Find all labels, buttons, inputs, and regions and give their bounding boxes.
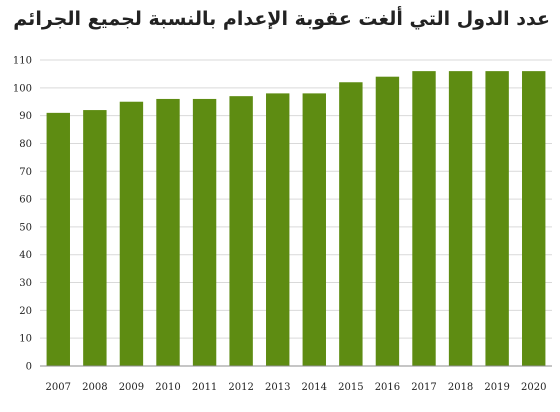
x-tick-label: 2019 [484, 382, 509, 393]
chart-title: عدد الدول التي ألغت عقوبة الإعدام بالنسب… [13, 8, 550, 30]
y-tick-label: 10 [19, 334, 32, 345]
bar-2017 [412, 71, 436, 367]
bar-2012 [229, 96, 253, 366]
x-tick-label: 2008 [82, 382, 107, 393]
x-tick-label: 2009 [119, 382, 144, 393]
bar-2014 [302, 93, 326, 366]
y-tick-label: 80 [19, 139, 32, 150]
bar-2015 [339, 82, 363, 366]
y-tick-label: 0 [26, 362, 32, 373]
y-tick-label: 60 [19, 195, 32, 206]
x-tick-label: 2011 [192, 382, 217, 393]
y-tick-label: 50 [19, 222, 32, 233]
x-tick-label: 2014 [302, 382, 327, 393]
y-tick-label: 30 [19, 278, 32, 289]
x-tick-label: 2007 [46, 382, 71, 393]
bar-2013 [266, 93, 290, 366]
y-tick-label: 20 [19, 306, 32, 317]
x-tick-label: 2010 [155, 382, 180, 393]
x-tick-label: 2020 [521, 382, 546, 393]
bar-2008 [83, 110, 107, 366]
bar-2011 [192, 98, 217, 366]
x-tick-label: 2018 [448, 382, 473, 393]
bar-2019 [485, 71, 509, 367]
bar-2018 [448, 71, 473, 367]
x-tick-label: 2013 [265, 382, 290, 393]
y-tick-label: 90 [19, 111, 32, 122]
bar-2007 [46, 112, 70, 366]
x-tick-label: 2017 [411, 382, 436, 393]
x-tick-label: 2012 [228, 382, 253, 393]
bar-2016 [375, 76, 400, 366]
bar-2020 [522, 71, 546, 367]
bar-2009 [119, 101, 144, 367]
bar-2010 [156, 98, 180, 366]
x-tick-label: 2016 [375, 382, 400, 393]
x-tick-label: 2015 [338, 382, 363, 393]
y-tick-label: 100 [13, 83, 32, 94]
y-tick-label: 110 [13, 56, 32, 67]
y-tick-label: 40 [19, 250, 32, 261]
y-tick-label: 70 [19, 167, 32, 178]
